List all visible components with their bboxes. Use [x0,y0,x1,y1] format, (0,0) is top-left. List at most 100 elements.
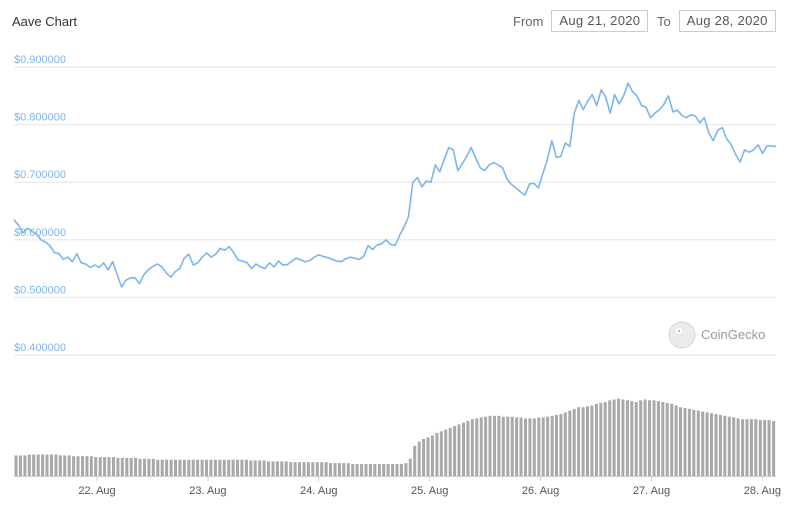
y-tick-label: $0.600000 [14,227,66,239]
volume-bar [510,416,514,476]
volume-bar [160,459,164,476]
volume-bar [683,408,687,476]
volume-bar [572,408,576,476]
from-label: From [513,13,544,29]
volume-bar [727,416,731,476]
volume-bar [497,415,501,476]
volume-bar [89,456,93,476]
price-series-line [13,82,777,288]
volume-bar [599,402,603,476]
y-tick-label: $0.700000 [14,169,66,181]
volume-bar [377,464,381,476]
volume-bar [754,419,758,476]
volume-bar [156,459,160,476]
to-range: To Aug 28, 2020 [657,10,776,32]
volume-bar [550,415,554,476]
volume-bar [351,464,355,476]
volume-bar [608,400,612,476]
volume-bar [293,462,297,476]
volume-bar [617,398,621,476]
volume-bar [457,424,461,476]
volume-bar [18,455,22,476]
to-date-input[interactable]: Aug 28, 2020 [678,10,776,32]
x-tick-label: 28. Aug [744,485,781,497]
volume-bar [116,457,120,476]
volume-bar [537,417,541,476]
volume-bar [736,418,740,476]
volume-bar [98,457,102,476]
volume-bar [187,459,191,476]
volume-bar [355,464,359,476]
volume-bar [639,400,643,476]
volume-bar [23,455,27,476]
volume-bar [138,458,142,476]
volume-bar [324,462,328,476]
volume-bar [426,437,430,476]
volume-bar [27,454,31,476]
volume-bar [200,459,204,476]
volume-bar [94,457,98,476]
volume-bar [723,415,727,476]
from-range: From Aug 21, 2020 [513,10,649,32]
volume-bar [656,401,660,476]
volume-bar [408,458,412,476]
gecko-pupil-icon [677,329,681,333]
volume-bar [532,418,536,476]
volume-bar [222,459,226,476]
volume-bar [165,459,169,476]
volume-bar [320,462,324,476]
volume-bar [546,416,550,476]
volume-bar [679,407,683,476]
volume-bar [648,400,652,476]
volume-bar [81,456,85,476]
volume-bar [280,461,284,476]
volume-bar [749,419,753,476]
price-line [13,82,777,288]
volume-bar [67,455,71,476]
volume-bar [612,399,616,476]
volume-bar [169,459,173,476]
volume-bar [178,459,182,476]
volume-bar [391,464,395,476]
x-tick-label: 22. Aug [78,485,115,497]
x-tick-label: 25. Aug [411,485,448,497]
volume-bar [493,415,497,476]
volume-bar [470,419,474,476]
volume-bar [652,400,656,476]
volume-bar [422,439,426,476]
volume-bar [404,463,408,476]
gecko-icon [668,321,696,349]
volume-bar [147,458,151,476]
volume-bar [701,411,705,476]
volume-bar [462,422,466,476]
volume-bar [541,417,545,476]
volume-bar [732,417,736,476]
volume-bar [120,457,124,476]
x-tick-label: 24. Aug [300,485,337,497]
volume-bar [665,402,669,476]
volume-bar [643,399,647,476]
volume-bar [298,462,302,476]
volume-bar [413,445,417,476]
volume-bar [41,454,45,476]
volume-bar [577,407,581,476]
volume-bar [448,427,452,476]
volume-bar [501,416,505,476]
volume-bar [586,406,590,476]
volume-bar [430,435,434,476]
volume-bar [382,464,386,476]
volume-bar [621,399,625,476]
volume-bar [240,459,244,476]
from-date-input[interactable]: Aug 21, 2020 [551,10,649,32]
volume-bar [590,405,594,476]
volume-bar [515,417,519,476]
volume-bar [710,413,714,476]
volume-bar [368,464,372,476]
volume-bar [284,461,288,476]
volume-bar [329,463,333,476]
volume-bar [151,458,155,476]
volume-bar [634,402,638,476]
volume-bar [213,459,217,476]
volume-bar [267,461,271,476]
